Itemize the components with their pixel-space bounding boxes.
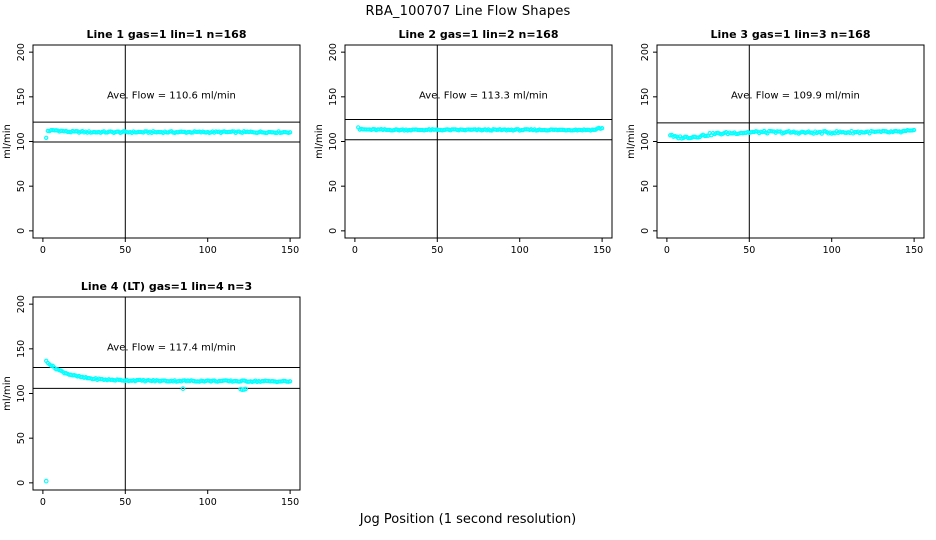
data-point (48, 363, 54, 368)
ave-flow-annotation: Ave. Flow = 109.9 ml/min (731, 91, 860, 102)
y-tick-label: 100 (328, 132, 339, 150)
y-axis-label: ml/min (2, 124, 13, 159)
panel-title: Line 4 (LT) gas=1 lin=4 n=3 (81, 280, 252, 293)
panel-line-4: Line 4 (LT) gas=1 lin=4 n=3 0 50 100 150 0 50 1… (0, 266, 312, 518)
panel-svg: Line 4 (LT) gas=1 lin=4 n=3 0 50 100 150 0 50 1… (2, 280, 301, 508)
y-tick-label: 100 (16, 384, 27, 402)
outlier-point (180, 386, 186, 391)
data-point (599, 126, 605, 131)
outlier-point (243, 386, 248, 392)
y-tick-label: 200 (640, 43, 651, 61)
x-axis: 0 50 100 150 (40, 490, 299, 508)
data-points (356, 125, 605, 133)
ave-flow-annotation: Ave. Flow = 110.6 ml/min (107, 91, 236, 102)
y-tick-label: 100 (640, 132, 651, 150)
x-tick-label: 0 (40, 497, 46, 508)
plot-box (656, 44, 925, 239)
y-axis: 0 50 100 150 200 (16, 43, 33, 234)
plot-box (344, 44, 613, 239)
data-points (43, 358, 293, 484)
x-tick-label: 150 (905, 245, 923, 256)
y-axis-label: ml/min (626, 124, 637, 159)
x-tick-label: 100 (823, 245, 841, 256)
panel-line-2: Line 2 gas=1 lin=2 n=168 0 50 100 150 0 50 100 1… (312, 14, 624, 266)
x-tick-label: 0 (352, 245, 358, 256)
x-tick-label: 150 (281, 245, 299, 256)
y-axis: 0 50 100 150 200 (328, 43, 345, 234)
panel-line-1: Line 1 gas=1 lin=1 n=168 0 50 100 150 0 50 100 1… (0, 14, 312, 266)
y-axis-label: ml/min (314, 124, 325, 159)
ave-flow-annotation: Ave. Flow = 117.4 ml/min (107, 343, 236, 354)
data-points (44, 127, 293, 140)
x-tick-label: 0 (40, 245, 46, 256)
data-point (230, 129, 235, 134)
x-tick-label: 150 (281, 497, 299, 508)
x-tick-label: 150 (593, 245, 611, 256)
panel-svg: Line 2 gas=1 lin=2 n=168 0 50 100 150 0 50 100 1… (314, 28, 613, 256)
x-tick-label: 50 (119, 497, 131, 508)
outlier-point (43, 478, 49, 484)
x-tick-label: 50 (743, 245, 755, 256)
panel-title: Line 1 gas=1 lin=1 n=168 (86, 28, 246, 41)
x-tick-label: 50 (119, 245, 131, 256)
y-tick-label: 50 (16, 432, 27, 444)
y-tick-label: 150 (16, 88, 27, 106)
y-tick-label: 150 (16, 340, 27, 358)
x-tick-label: 100 (511, 245, 529, 256)
data-point (44, 135, 49, 140)
y-tick-label: 50 (640, 180, 651, 192)
data-point (776, 129, 782, 134)
ave-flow-annotation: Ave. Flow = 113.3 ml/min (419, 91, 548, 102)
y-tick-label: 0 (328, 228, 339, 234)
y-axis-label: ml/min (2, 376, 13, 411)
y-tick-label: 50 (16, 180, 27, 192)
x-tick-label: 100 (199, 245, 217, 256)
y-tick-label: 150 (328, 88, 339, 106)
x-tick-label: 50 (431, 245, 443, 256)
y-tick-label: 0 (640, 228, 651, 234)
x-axis-label: Jog Position (1 second resolution) (359, 512, 577, 527)
data-point (287, 130, 293, 135)
panel-title: Line 3 gas=1 lin=3 n=168 (710, 28, 870, 41)
data-point (704, 133, 709, 138)
y-axis: 0 50 100 150 200 (16, 295, 33, 486)
panel-title: Line 2 gas=1 lin=2 n=168 (398, 28, 558, 41)
y-tick-label: 150 (640, 88, 651, 106)
panel-svg: Line 1 gas=1 lin=1 n=168 0 50 100 150 0 50 100 1… (2, 28, 301, 256)
y-tick-label: 0 (16, 480, 27, 486)
data-points (668, 127, 917, 141)
data-point (273, 130, 278, 135)
panel-svg: Line 3 gas=1 lin=3 n=168 0 50 100 150 0 50 100 1… (626, 28, 925, 256)
x-tick-label: 100 (199, 497, 217, 508)
data-point (287, 379, 293, 384)
y-axis: 0 50 100 150 200 (640, 43, 657, 234)
y-tick-label: 200 (16, 295, 27, 313)
y-tick-label: 200 (328, 43, 339, 61)
y-tick-label: 100 (16, 132, 27, 150)
x-axis: 0 50 100 150 (40, 238, 299, 256)
panel-line-3: Line 3 gas=1 lin=3 n=168 0 50 100 150 0 50 100 1… (624, 14, 936, 266)
figure-title: RBA_100707 Line Flow Shapes (365, 4, 571, 19)
x-axis: 0 50 100 150 (664, 238, 923, 256)
y-tick-label: 200 (16, 43, 27, 61)
data-point (864, 129, 869, 134)
y-tick-label: 0 (16, 228, 27, 234)
x-axis: 0 50 100 150 (352, 238, 611, 256)
y-tick-label: 50 (328, 180, 339, 192)
plot-box (32, 296, 301, 491)
data-point (911, 127, 917, 133)
x-tick-label: 0 (664, 245, 670, 256)
